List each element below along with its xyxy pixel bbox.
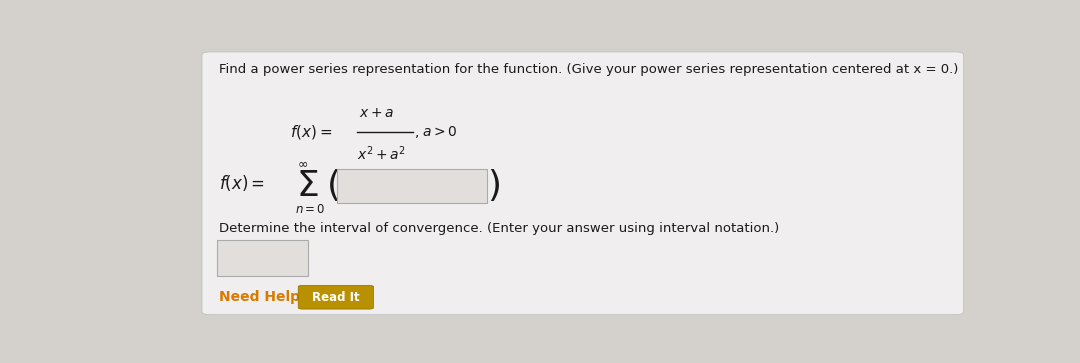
Text: Read It: Read It — [312, 290, 360, 303]
Text: Need Help?: Need Help? — [218, 290, 308, 304]
Text: $x + a$: $x + a$ — [360, 106, 394, 121]
Text: $,$: $,$ — [414, 126, 419, 140]
Text: $($: $($ — [326, 167, 339, 203]
Text: $a > 0$: $a > 0$ — [422, 125, 458, 139]
Text: Find a power series representation for the function. (Give your power series rep: Find a power series representation for t… — [218, 63, 958, 76]
FancyBboxPatch shape — [298, 285, 374, 309]
FancyBboxPatch shape — [337, 169, 486, 203]
Text: $)$: $)$ — [486, 167, 499, 203]
Text: $f(x) =$: $f(x) =$ — [289, 123, 333, 140]
Text: Determine the interval of convergence. (Enter your answer using interval notatio: Determine the interval of convergence. (… — [218, 223, 779, 236]
Text: $x^2 + a^2$: $x^2 + a^2$ — [356, 144, 406, 163]
Text: $\infty$: $\infty$ — [297, 157, 309, 170]
Text: $n=0$: $n=0$ — [295, 203, 325, 216]
Text: $f(x) =$: $f(x) =$ — [218, 173, 265, 193]
FancyBboxPatch shape — [217, 240, 308, 276]
Text: $\Sigma$: $\Sigma$ — [296, 169, 319, 203]
FancyBboxPatch shape — [202, 52, 963, 315]
